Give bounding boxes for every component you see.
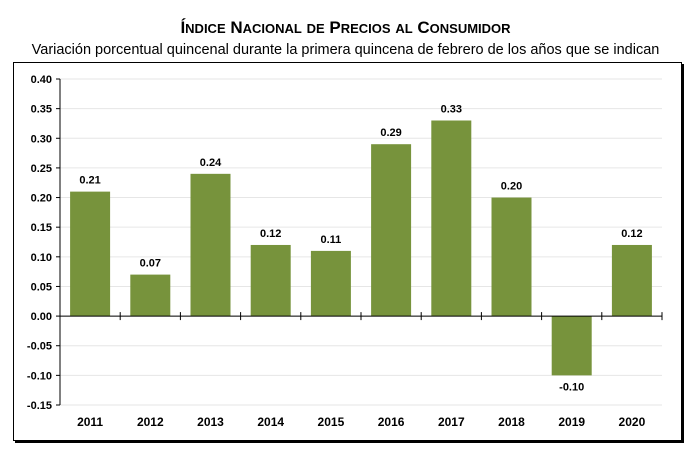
y-tick-label: 0.20	[31, 193, 52, 205]
bar-2014	[250, 244, 291, 317]
y-tick-label: 0.05	[31, 281, 52, 293]
data-label-2015: 0.11	[320, 234, 341, 246]
y-tick-label: -0.10	[27, 370, 52, 382]
data-label-2012: 0.07	[140, 258, 161, 270]
bar-2020	[611, 244, 652, 317]
y-tick-label: 0.25	[31, 163, 52, 175]
bar-2019	[551, 316, 592, 376]
x-tick-label: 2013	[197, 415, 224, 429]
bar-2012	[130, 274, 171, 317]
y-tick-label: 0.10	[31, 252, 52, 264]
x-tick-label: 2014	[257, 415, 284, 429]
data-label-2011: 0.21	[79, 175, 100, 187]
y-tick-label: 0.40	[31, 74, 52, 86]
data-label-2016: 0.29	[380, 127, 401, 139]
y-tick-label: 0.15	[31, 222, 52, 234]
x-tick-label: 2016	[378, 415, 405, 429]
y-tick-label: 0.30	[31, 133, 52, 145]
x-tick-label: 2012	[137, 415, 164, 429]
bar-2011	[70, 191, 111, 317]
y-tick-label: 0.00	[31, 311, 52, 323]
x-tick-label: 2015	[318, 415, 345, 429]
data-label-2014: 0.12	[260, 228, 281, 240]
bar-2013	[190, 173, 231, 317]
bar-2015	[310, 250, 351, 317]
data-label-2019: -0.10	[559, 381, 584, 393]
chart-title: ÍNDICE NACIONAL DE PRECIOS AL CONSUMIDOR	[180, 18, 511, 37]
data-label-2018: 0.20	[501, 181, 522, 193]
bar-2018	[491, 197, 532, 317]
y-tick-label: -0.15	[27, 400, 52, 412]
bar-2016	[371, 144, 412, 317]
data-label-2013: 0.24	[200, 157, 222, 169]
bar-2017	[431, 120, 472, 317]
x-tick-label: 2011	[77, 415, 103, 429]
x-tick-label: 2018	[498, 415, 525, 429]
data-label-2017: 0.33	[441, 103, 462, 115]
x-tick-label: 2017	[438, 415, 465, 429]
y-tick-label: 0.35	[31, 104, 52, 116]
data-label-2020: 0.12	[621, 228, 642, 240]
y-tick-label: -0.05	[27, 341, 52, 353]
x-tick-label: 2020	[619, 415, 646, 429]
chart-subtitle: Variación porcentual quincenal durante l…	[31, 42, 660, 58]
x-tick-label: 2019	[558, 415, 585, 429]
